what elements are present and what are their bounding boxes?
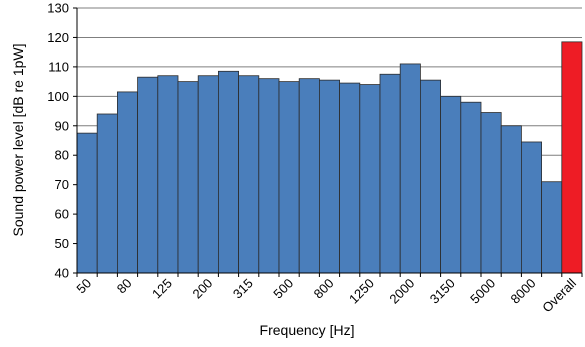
x-tick-label: 2000 <box>386 276 417 307</box>
bar-125hz <box>157 75 179 274</box>
y-tick-label: 130 <box>47 1 69 16</box>
bar-6300hz <box>500 125 522 274</box>
x-tick-label: 80 <box>114 276 135 297</box>
y-tick-label: 120 <box>47 30 69 45</box>
bar-800hz <box>318 79 340 274</box>
y-tick-label: 90 <box>55 118 69 133</box>
x-tick-label: 200 <box>189 276 215 302</box>
bar-250hz <box>217 70 239 274</box>
y-tick-label: 40 <box>55 266 69 281</box>
bar-overall <box>561 41 583 274</box>
bar-8000hz <box>521 141 543 274</box>
x-tick-label: Overall <box>539 275 579 315</box>
bar-5000hz <box>480 112 502 274</box>
x-tick-label: 500 <box>270 276 296 302</box>
bar-1600hz <box>379 73 401 274</box>
x-axis-title: Frequency [Hz] <box>260 322 355 338</box>
y-axis-title: Sound power level [dB re 1pW] <box>10 44 26 237</box>
x-tick-label: 1250 <box>346 276 377 307</box>
bar-80hz <box>117 91 139 274</box>
bar-10000hz <box>541 181 563 274</box>
bar-100hz <box>137 76 159 274</box>
x-tick-labels: 50 80 125 200 315 500 800 1250 2000 3150 5000 8000 O… <box>73 275 579 315</box>
bar-50hz <box>76 132 98 274</box>
bar-315hz <box>238 75 260 274</box>
y-tick-labels: 40 50 60 70 80 90 100 110 120 130 <box>47 1 69 281</box>
bar-1000hz <box>339 82 361 274</box>
x-tick-label: 315 <box>230 276 256 302</box>
y-tick-label: 100 <box>47 89 69 104</box>
y-tick-label: 50 <box>55 236 69 251</box>
bar-200hz <box>197 75 219 274</box>
bars <box>76 41 583 274</box>
bar-2000hz <box>399 63 421 274</box>
x-tick-label: 125 <box>149 276 175 302</box>
bar-630hz <box>298 78 320 274</box>
x-tick-label: 8000 <box>508 276 539 307</box>
bar-160hz <box>177 81 199 274</box>
y-tick-label: 80 <box>55 148 69 163</box>
bar-1250hz <box>359 84 381 274</box>
y-tick-label: 70 <box>55 177 69 192</box>
bar-500hz <box>278 81 300 274</box>
x-tick-label: 50 <box>73 276 94 297</box>
bar-63hz <box>96 113 118 274</box>
x-tick-label: 5000 <box>467 276 498 307</box>
axes <box>73 7 583 277</box>
bar-3150hz <box>440 95 462 274</box>
x-tick-label: 800 <box>311 276 337 302</box>
x-tick-label: 3150 <box>427 276 458 307</box>
bar-4000hz <box>460 101 482 274</box>
y-tick-label: 60 <box>55 207 69 222</box>
y-tick-label: 110 <box>48 59 69 74</box>
bar-400hz <box>258 78 280 274</box>
bar-2500hz <box>419 79 441 274</box>
